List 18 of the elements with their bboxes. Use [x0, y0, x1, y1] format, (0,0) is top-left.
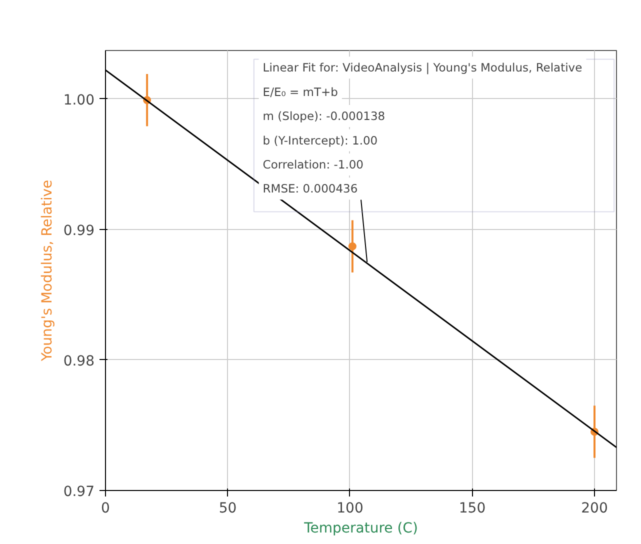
annotation: Correlation: -1.00: [262, 157, 364, 172]
x-axis-title: Temperature (C): [303, 520, 418, 536]
x-tick-label: 0: [101, 500, 110, 516]
y-tick-label: 0.98: [63, 353, 94, 370]
y-tick-label: 0.97: [63, 484, 94, 500]
annotation: Linear Fit for: VideoAnalysis | Young's Modulus, Relative: [262, 60, 582, 75]
x-tick-label: 100: [336, 500, 364, 516]
y-tick-label: 0.99: [63, 222, 94, 239]
annotation: b (Y-Intercept): 1.00: [262, 133, 378, 148]
x-tick-label: 50: [218, 500, 237, 516]
annotation: E/E₀ = mT+b: [262, 84, 338, 99]
annotation: RMSE: 0.000436: [262, 182, 358, 196]
x-tick-label: 200: [581, 500, 608, 516]
y-axis-title: Young's Modulus, Relative: [39, 180, 56, 362]
y-tick-label: 1.00: [63, 92, 94, 108]
x-tick-label: 150: [458, 500, 486, 516]
point: [348, 242, 356, 250]
annotation: m (Slope): -0.000138: [262, 109, 386, 124]
